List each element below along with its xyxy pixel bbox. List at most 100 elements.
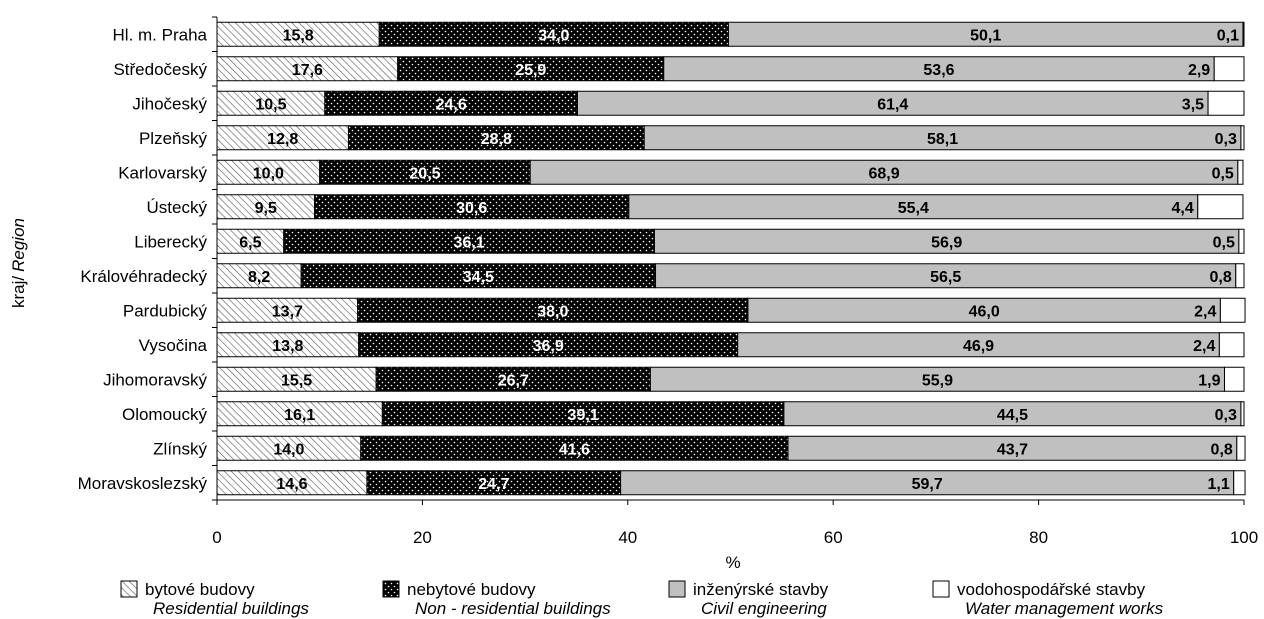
category-label: Královéhradecký (80, 267, 207, 286)
bar-segment (397, 56, 665, 82)
value-label: 0,3 (1215, 407, 1237, 424)
bar-segment (643, 125, 1242, 151)
value-label: 36,9 (533, 338, 564, 355)
bar-segment (1223, 366, 1245, 392)
category-label: Olomoucký (122, 405, 208, 424)
bar-segment (300, 263, 657, 289)
bar-segment (216, 125, 349, 151)
bar-segment (1237, 159, 1244, 185)
y-axis-title: kraj/Region (9, 218, 28, 308)
bar-segment (216, 159, 321, 185)
value-label: 12,8 (267, 131, 298, 148)
value-label: 39,1 (568, 407, 599, 424)
value-label: 24,6 (436, 96, 467, 113)
bar-segment (216, 401, 383, 427)
value-label: 38,0 (537, 303, 568, 320)
value-label: 58,1 (927, 131, 958, 148)
bar-segment (216, 366, 377, 392)
value-label: 4,4 (1172, 200, 1194, 217)
value-label: 30,6 (456, 200, 487, 217)
value-label: 1,1 (1207, 476, 1229, 493)
legend-swatch (932, 580, 950, 598)
value-label: 2,4 (1194, 303, 1216, 320)
value-label: 20,5 (409, 165, 440, 182)
legend-label-en: Civil engineering (701, 599, 827, 618)
value-label: 59,7 (912, 476, 943, 493)
x-axis-title: % (725, 553, 740, 572)
value-label: 46,0 (969, 303, 1000, 320)
value-label: 0,5 (1213, 234, 1235, 251)
value-label: 10,0 (253, 165, 284, 182)
value-label: 0,3 (1215, 131, 1237, 148)
value-label: 55,4 (898, 200, 929, 217)
category-label: Jihomoravský (103, 370, 207, 389)
bar-segment (216, 297, 359, 323)
y-axis-title-cz: kraj/ (9, 276, 28, 308)
bar-segment (654, 228, 1240, 254)
category-label: Pardubický (123, 301, 208, 320)
bar-segment (1235, 263, 1245, 289)
value-label: 53,6 (923, 62, 954, 79)
bar-segment (628, 194, 1199, 220)
bar-segment (283, 228, 656, 254)
x-tick-label: 40 (618, 528, 637, 547)
value-label: 9,5 (255, 200, 277, 217)
value-label: 16,1 (284, 407, 315, 424)
legend-swatch (120, 580, 138, 598)
bar-segment (747, 297, 1221, 323)
bar-segment (366, 470, 622, 496)
bar-segment (324, 90, 578, 116)
value-label: 3,5 (1182, 96, 1204, 113)
category-label: Vysočina (139, 336, 208, 355)
value-label: 15,8 (283, 27, 314, 44)
axes-layer (212, 16, 1245, 505)
category-labels: Hl. m. Praha Středočeský Jihočeský Plzeňský… (78, 25, 208, 493)
bar-segment (787, 435, 1238, 461)
x-tick-label: 20 (413, 528, 432, 547)
value-label: 24,7 (478, 476, 509, 493)
bar-segment (1242, 21, 1245, 47)
value-label: 41,6 (559, 441, 590, 458)
value-label: 56,5 (930, 269, 961, 286)
x-tick-labels: 0 20 40 60 80 100 (212, 528, 1258, 547)
bar-segment (216, 435, 362, 461)
value-label: 6,5 (239, 234, 261, 251)
value-label: 36,1 (454, 234, 485, 251)
category-label: Zlínský (153, 439, 207, 458)
category-label: Hl. m. Praha (113, 25, 208, 44)
value-label: 68,9 (868, 165, 899, 182)
category-label: Moravskoslezský (78, 474, 208, 493)
category-label: Ústecký (147, 198, 208, 217)
legend-swatch (668, 580, 686, 598)
value-label: 34,0 (538, 27, 569, 44)
value-label: 14,6 (276, 476, 307, 493)
bar-segment (1207, 90, 1245, 116)
category-label: Jihočeský (132, 94, 207, 113)
value-labels: 15,8 34,0 50,1 0,1 17,6 25,9 53,6 2,9 10,5 24,6 61… (239, 27, 1239, 493)
bar-segment (358, 332, 739, 358)
value-label: 61,4 (877, 96, 908, 113)
x-tick-label: 100 (1230, 528, 1258, 547)
category-label: Liberecký (134, 232, 207, 251)
legend-label: bytové budovy (145, 580, 255, 599)
value-label: 25,9 (515, 62, 546, 79)
bar-segment (1219, 297, 1246, 323)
bar-segment (783, 401, 1242, 427)
legend-label-en: Water management works (965, 599, 1164, 618)
bar-segment (216, 228, 285, 254)
value-label: 46,9 (963, 338, 994, 355)
value-label: 1,9 (1198, 372, 1220, 389)
legend-label-en: Residential buildings (153, 599, 309, 618)
bar-segment (620, 470, 1235, 496)
bar-segment (319, 159, 531, 185)
legend-swatch (382, 580, 400, 598)
bar-segment (216, 21, 380, 47)
bar-segment (1213, 56, 1245, 82)
legend-label: nebytové budovy (407, 580, 536, 599)
